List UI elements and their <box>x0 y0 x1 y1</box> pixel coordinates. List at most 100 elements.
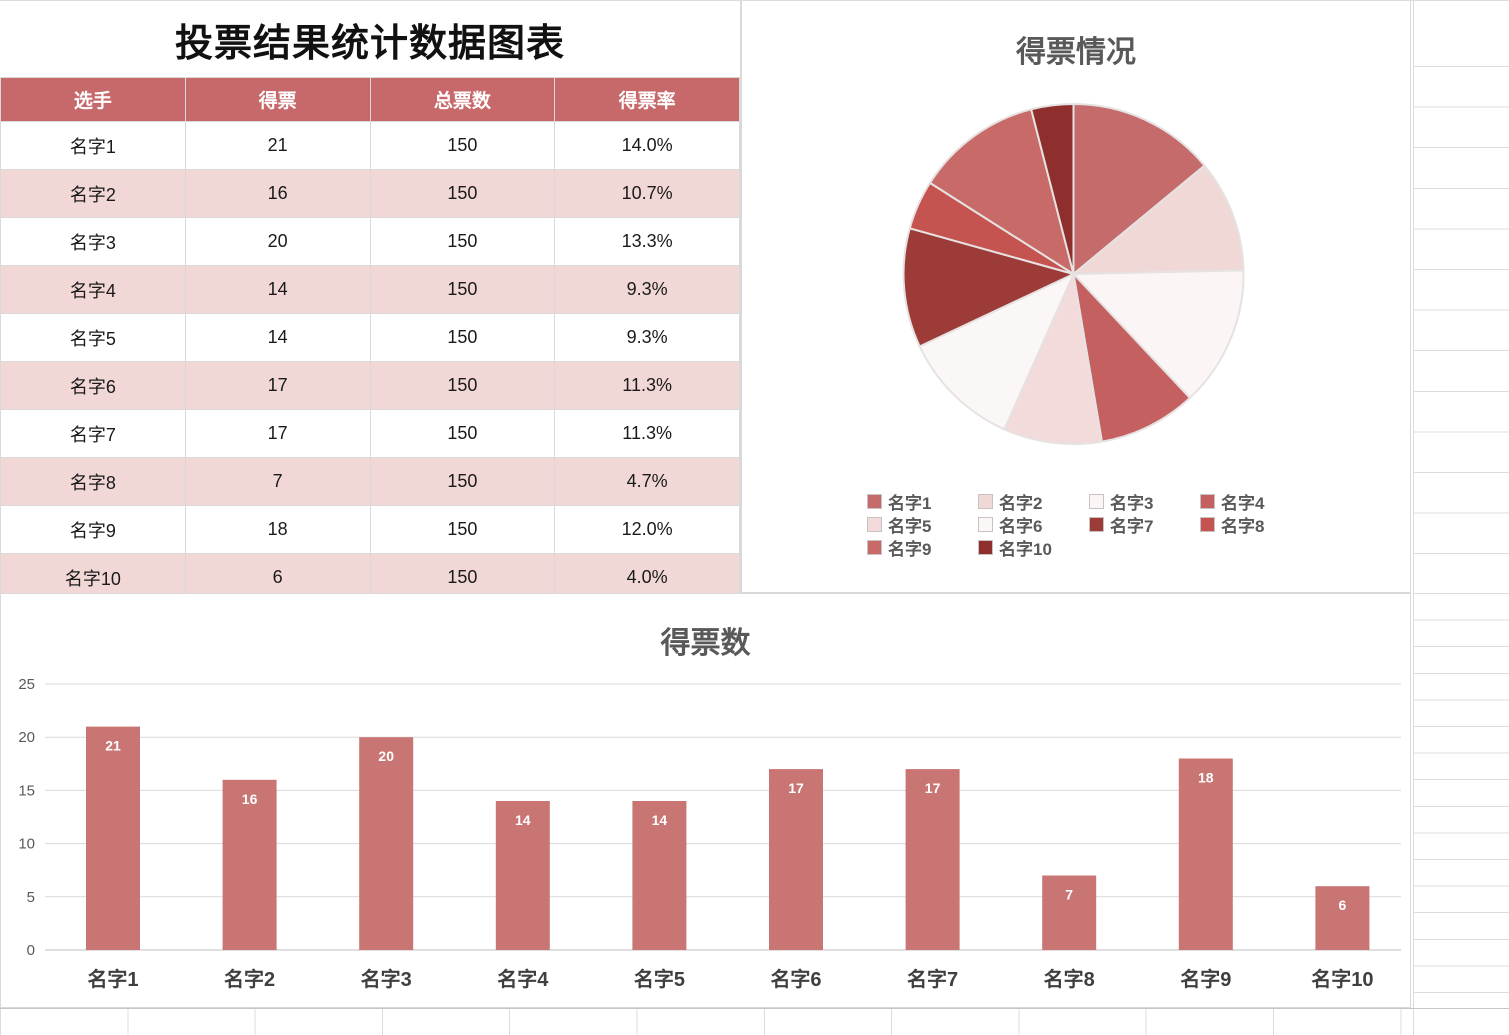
table-cell[interactable]: 名字7 <box>0 409 186 458</box>
bar-名字2[interactable] <box>222 779 277 950</box>
table-cell[interactable]: 名字1 <box>0 121 186 170</box>
bar-value-label: 17 <box>925 780 941 796</box>
pie-slice-名字7[interactable] <box>902 227 1075 348</box>
table-cell[interactable]: 18 <box>184 505 371 554</box>
pie-slice-名字5[interactable] <box>1003 273 1103 445</box>
pie-chart-card[interactable]: 得票情况 名字1 名字2 名字3 名字4 名字5 名字6 名字7 名字8 名字9 名字10 <box>741 1 1411 593</box>
table-cell[interactable]: 150 <box>369 409 556 458</box>
legend-label: 名字10 <box>999 540 1052 559</box>
table-row: 名字3 20 150 13.3% <box>0 217 740 266</box>
legend-label: 名字1 <box>888 494 932 513</box>
table-cell[interactable]: 150 <box>369 361 556 410</box>
legend-item-名字8[interactable]: 名字8 <box>1200 513 1311 536</box>
table-cell[interactable]: 150 <box>369 217 556 266</box>
table-cell[interactable]: 11.3% <box>554 409 740 458</box>
table-cell[interactable]: 名字5 <box>0 313 186 362</box>
bar-名字8[interactable] <box>1042 875 1097 951</box>
table-cell[interactable]: 17 <box>184 409 371 458</box>
bar-名字5[interactable] <box>632 801 687 950</box>
x-axis-category-label: 名字1 <box>87 967 138 991</box>
bar-chart-card[interactable]: 得票数 0 5 10 15 20 25 21 名字1 16 名字2 20 名字3 14 名字4 14 名字5 1… <box>0 593 1411 1008</box>
bar-名字4[interactable] <box>495 801 550 950</box>
table-cell[interactable]: 150 <box>369 265 556 314</box>
legend-item-名字1[interactable]: 名字1 <box>867 490 978 513</box>
table-cell[interactable]: 20 <box>184 217 371 266</box>
vote-table-card: 投票结果统计数据图表 选手 得票 总票数 得票率 名字1 21 150 14.0% 名字2 16… <box>0 1 741 602</box>
table-cell[interactable]: 13.3% <box>554 217 740 266</box>
table-cell[interactable]: 名字2 <box>0 169 186 218</box>
bar-value-label: 17 <box>788 780 804 796</box>
table-row: 名字4 14 150 9.3% <box>0 265 740 314</box>
bar-名字10[interactable] <box>1315 886 1370 950</box>
table-header-cell: 得票 <box>184 77 371 122</box>
legend-label: 名字7 <box>1110 517 1154 536</box>
table-cell[interactable]: 9.3% <box>554 265 740 314</box>
legend-swatch-icon <box>1089 494 1104 509</box>
table-cell[interactable]: 14.0% <box>554 121 740 170</box>
pie-chart[interactable] <box>742 1 1410 589</box>
bar-value-label: 14 <box>515 812 531 828</box>
table-header-cell: 总票数 <box>369 77 556 122</box>
x-axis-category-label: 名字9 <box>1180 967 1231 991</box>
bar-名字3[interactable] <box>359 737 414 950</box>
table-cell[interactable]: 150 <box>369 121 556 170</box>
table-cell[interactable]: 名字3 <box>0 217 186 266</box>
pie-slice-名字2[interactable] <box>1072 164 1245 275</box>
table-cell[interactable]: 名字6 <box>0 361 186 410</box>
table-cell[interactable]: 名字9 <box>0 505 186 554</box>
table-cell[interactable]: 150 <box>369 169 556 218</box>
bar-chart[interactable]: 0 5 10 15 20 25 21 名字1 16 名字2 20 名字3 14 名字4 14 名字5 17 名字6… <box>1 594 1410 1007</box>
bar-名字1[interactable] <box>86 726 140 950</box>
bar-value-label: 7 <box>1065 887 1073 903</box>
legend-item-名字9[interactable]: 名字9 <box>867 536 978 559</box>
vote-table-head: 选手 得票 总票数 得票率 <box>0 77 740 122</box>
table-row: 名字1 21 150 14.0% <box>0 121 740 170</box>
y-axis-tick-label: 10 <box>18 836 35 853</box>
table-cell[interactable]: 12.0% <box>554 505 740 554</box>
y-axis-tick-label: 20 <box>18 729 35 746</box>
bar-value-label: 6 <box>1339 897 1347 913</box>
table-cell[interactable]: 10.7% <box>554 169 740 218</box>
table-cell[interactable]: 16 <box>184 169 371 218</box>
table-cell[interactable]: 150 <box>369 505 556 554</box>
legend-item-名字2[interactable]: 名字2 <box>978 490 1089 513</box>
legend-item-名字4[interactable]: 名字4 <box>1200 490 1311 513</box>
bar-名字7[interactable] <box>905 769 960 950</box>
bar-value-label: 20 <box>378 748 394 764</box>
table-cell[interactable]: 150 <box>369 313 556 362</box>
table-cell[interactable]: 17 <box>184 361 371 410</box>
pie-slice-名字3[interactable] <box>1072 269 1245 399</box>
table-cell[interactable]: 4.7% <box>554 457 740 506</box>
table-cell[interactable]: 7 <box>184 457 371 506</box>
pie-slice-名字6[interactable] <box>918 273 1075 431</box>
legend-swatch-icon <box>978 494 993 509</box>
pie-slice-名字9[interactable] <box>929 108 1075 275</box>
table-cell[interactable]: 21 <box>184 121 371 170</box>
sheet-empty-cells-right-lower <box>1414 593 1509 1008</box>
legend-swatch-icon <box>867 540 882 555</box>
table-cell[interactable]: 150 <box>369 457 556 506</box>
table-cell[interactable]: 11.3% <box>554 361 740 410</box>
pie-slice-名字1[interactable] <box>1072 103 1206 275</box>
table-cell[interactable]: 9.3% <box>554 313 740 362</box>
legend-swatch-icon <box>1200 517 1215 532</box>
x-axis-category-label: 名字4 <box>497 967 549 991</box>
vote-table[interactable]: 选手 得票 总票数 得票率 名字1 21 150 14.0% 名字2 16 150 10.7% 名字3… <box>0 77 740 602</box>
legend-item-名字3[interactable]: 名字3 <box>1089 490 1200 513</box>
pie-slice-名字4[interactable] <box>1072 273 1191 443</box>
legend-label: 名字2 <box>999 494 1043 513</box>
bar-value-label: 14 <box>652 812 668 828</box>
bar-名字6[interactable] <box>769 769 823 950</box>
legend-item-名字10[interactable]: 名字10 <box>978 536 1089 559</box>
table-cell[interactable]: 名字8 <box>0 457 186 506</box>
table-title: 投票结果统计数据图表 <box>174 22 565 65</box>
table-cell[interactable]: 名字4 <box>0 265 186 314</box>
legend-item-名字6[interactable]: 名字6 <box>978 513 1089 536</box>
legend-item-名字5[interactable]: 名字5 <box>867 513 978 536</box>
legend-item-名字7[interactable]: 名字7 <box>1089 513 1200 536</box>
bar-名字9[interactable] <box>1178 758 1233 951</box>
pie-slice-名字10[interactable] <box>1030 102 1075 275</box>
table-cell[interactable]: 14 <box>184 265 371 314</box>
table-cell[interactable]: 14 <box>184 313 371 362</box>
legend-swatch-icon <box>867 494 882 509</box>
